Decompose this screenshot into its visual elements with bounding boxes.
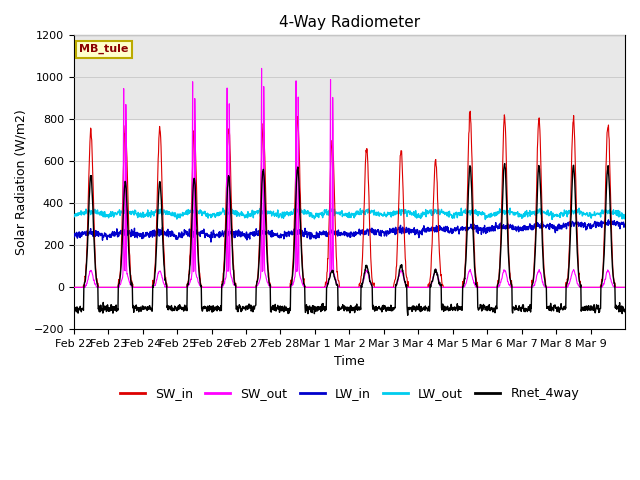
LW_out	[335, 211, 342, 217]
LW_in	[156, 227, 164, 232]
LW_in	[621, 221, 629, 227]
Line: LW_in: LW_in	[74, 220, 625, 242]
LW_in	[207, 239, 215, 245]
SW_in	[621, 285, 629, 290]
SW_in	[467, 108, 474, 114]
Line: LW_out: LW_out	[74, 208, 625, 219]
LW_in	[605, 217, 612, 223]
LW_in	[614, 223, 622, 229]
Rnet_4way	[561, 303, 568, 309]
LW_out	[506, 205, 514, 211]
SW_out	[70, 285, 77, 290]
Rnet_4way	[614, 303, 622, 309]
SW_out	[335, 285, 343, 290]
SW_in	[70, 285, 77, 290]
LW_out	[614, 209, 622, 215]
SW_in	[324, 239, 332, 244]
SW_in	[614, 285, 622, 290]
LW_out	[324, 212, 332, 218]
X-axis label: Time: Time	[334, 355, 365, 368]
SW_in	[561, 285, 568, 290]
Rnet_4way	[324, 280, 332, 286]
Bar	[74, 36, 625, 120]
SW_in	[156, 127, 164, 133]
Text: MB_tule: MB_tule	[79, 44, 129, 54]
SW_out	[325, 277, 333, 283]
Rnet_4way	[621, 306, 629, 312]
LW_in	[561, 223, 568, 228]
SW_in	[335, 278, 342, 284]
Rnet_4way	[335, 303, 342, 309]
Rnet_4way	[70, 305, 77, 311]
Title: 4-Way Radiometer: 4-Way Radiometer	[279, 15, 420, 30]
Legend: SW_in, SW_out, LW_in, LW_out, Rnet_4way: SW_in, SW_out, LW_in, LW_out, Rnet_4way	[115, 383, 584, 406]
Line: Rnet_4way: Rnet_4way	[74, 164, 625, 315]
SW_out	[561, 285, 568, 290]
LW_out	[70, 212, 77, 217]
LW_in	[479, 230, 487, 236]
LW_out	[561, 208, 568, 214]
Rnet_4way	[501, 161, 509, 167]
LW_out	[481, 216, 489, 222]
Line: SW_out: SW_out	[74, 68, 625, 288]
LW_in	[335, 230, 343, 236]
Y-axis label: Solar Radiation (W/m2): Solar Radiation (W/m2)	[15, 109, 28, 255]
LW_out	[621, 213, 629, 218]
Line: SW_in: SW_in	[74, 111, 625, 288]
Rnet_4way	[404, 312, 412, 318]
Rnet_4way	[156, 179, 164, 184]
LW_in	[70, 232, 77, 238]
SW_out	[479, 285, 487, 290]
LW_out	[479, 210, 487, 216]
SW_out	[621, 285, 629, 290]
SW_out	[156, 268, 164, 274]
SW_out	[258, 65, 266, 71]
LW_in	[325, 231, 333, 237]
Rnet_4way	[479, 301, 487, 307]
LW_out	[156, 207, 164, 213]
SW_in	[479, 285, 487, 290]
SW_out	[614, 285, 622, 290]
